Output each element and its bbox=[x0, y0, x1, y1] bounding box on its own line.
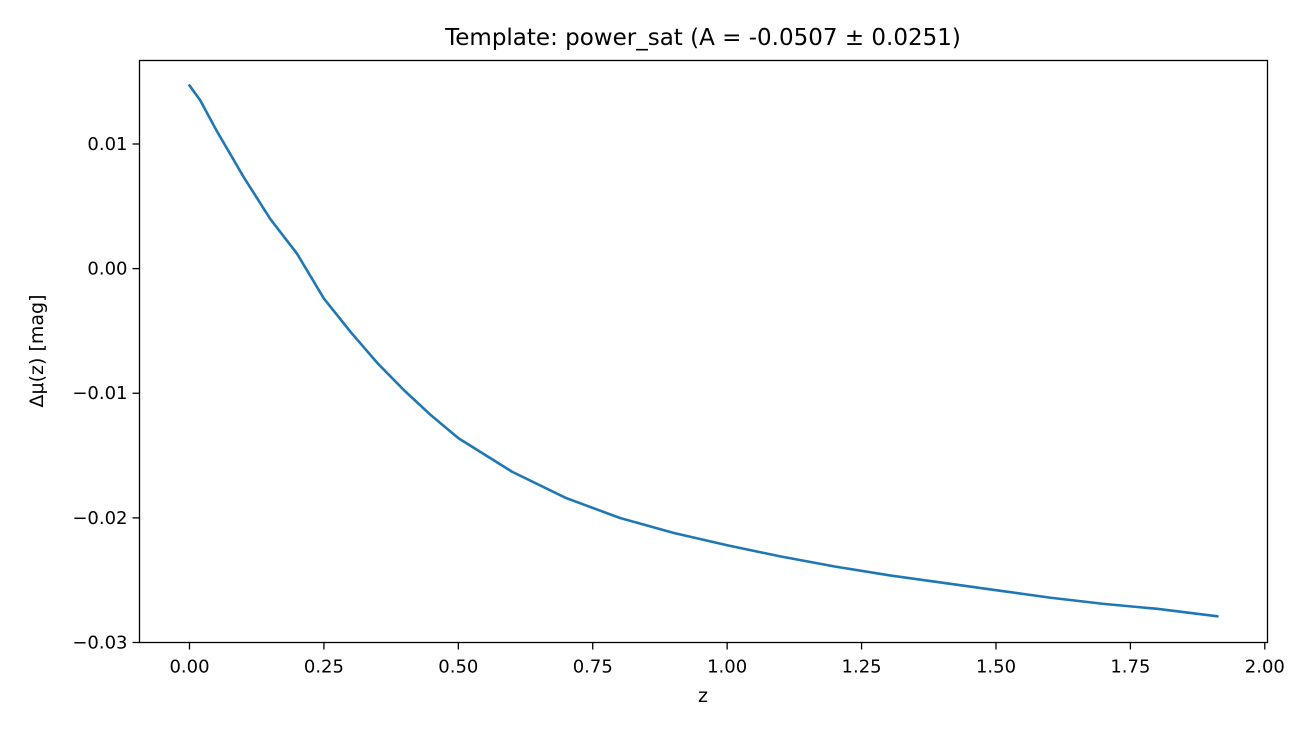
x-tick-label: 1.50 bbox=[976, 657, 1016, 678]
y-axis-label: Δμ(z) [mag] bbox=[26, 295, 48, 408]
x-tick-label: 0.50 bbox=[438, 657, 478, 678]
x-tick-label: 1.75 bbox=[1110, 657, 1150, 678]
y-tick-label: −0.01 bbox=[72, 383, 127, 404]
x-axis-label: z bbox=[698, 685, 708, 707]
x-tick-label: 0.75 bbox=[573, 657, 613, 678]
chart-title: Template: power_sat (A = -0.0507 ± 0.025… bbox=[444, 25, 961, 51]
x-tick-label: 1.25 bbox=[842, 657, 882, 678]
axes-frame bbox=[138, 59, 1269, 644]
axis-ticks: 0.00 0.25 0.50 0.75 1.00 1.25 1.50 1.75 2.00 0.01… bbox=[72, 134, 1285, 678]
y-tick-label: 0.01 bbox=[87, 134, 127, 155]
x-tick-label: 1.00 bbox=[707, 657, 747, 678]
y-tick-label: 0.00 bbox=[87, 259, 127, 280]
plot-area bbox=[188, 84, 1219, 618]
y-tick-label: −0.03 bbox=[72, 633, 127, 654]
x-tick-label: 0.00 bbox=[169, 657, 209, 678]
x-tick-label: 0.25 bbox=[304, 657, 344, 678]
series-line-0 bbox=[188, 84, 1219, 618]
y-tick-label: −0.02 bbox=[72, 508, 127, 529]
x-tick-label: 2.00 bbox=[1245, 657, 1285, 678]
